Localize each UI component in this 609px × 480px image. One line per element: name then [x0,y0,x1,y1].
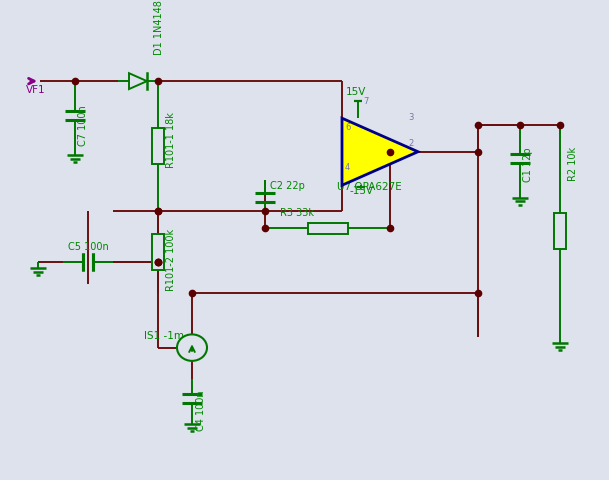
Circle shape [177,335,207,361]
Text: C5 100n: C5 100n [68,241,109,252]
Text: -15V: -15V [350,186,374,196]
Bar [308,223,348,234]
Text: R2 10k: R2 10k [568,147,578,181]
Text: 6: 6 [345,123,350,132]
Polygon shape [342,118,418,185]
Text: U7 OPA627E: U7 OPA627E [337,181,402,192]
Text: R101-2 100k: R101-2 100k [166,228,176,290]
Text: C1 12p: C1 12p [523,147,533,182]
Text: 2: 2 [408,139,414,147]
Text: C2 22p: C2 22p [270,181,305,191]
Text: VF1: VF1 [26,85,46,96]
Text: 7: 7 [363,97,368,106]
Text: C7 100n: C7 100n [78,105,88,146]
Text: R101-1 18k: R101-1 18k [166,112,176,168]
Bar [152,128,164,164]
Polygon shape [129,73,147,89]
Bar [152,234,164,270]
Text: D1 1N4148: D1 1N4148 [154,0,164,55]
Text: R3 33k: R3 33k [280,208,314,218]
Text: C4 100n: C4 100n [196,390,206,431]
Text: 3: 3 [408,113,414,122]
Text: 15V: 15V [346,87,367,97]
Text: 4: 4 [345,163,350,172]
Bar [554,214,566,249]
Text: IS1 -1m: IS1 -1m [144,331,184,341]
